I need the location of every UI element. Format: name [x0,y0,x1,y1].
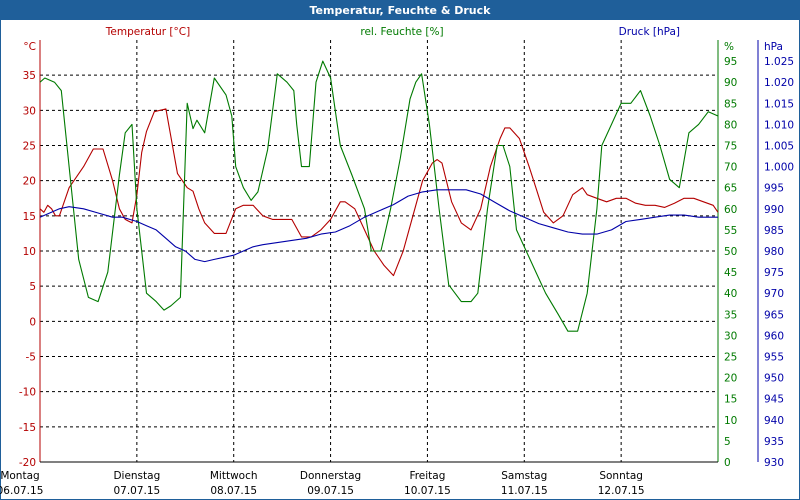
pressure-tick-label: 970 [764,288,784,300]
temperature-tick-label: -5 [26,352,36,364]
humidity-tick-label: 95 [724,56,737,68]
humidity-tick-label: 25 [724,352,737,364]
pressure-tick-label: 1.010 [764,119,794,131]
x-tick-day-label: Donnerstag [300,470,361,482]
temperature-tick-label: 25 [23,141,36,153]
humidity-tick-label: 75 [724,141,737,153]
series-line-druck [39,189,718,263]
humidity-tick-label: 0 [724,457,731,469]
temperature-tick-label: 15 [23,211,36,223]
pressure-tick-label: 945 [764,394,784,406]
x-tick-day-label: Montag [0,470,39,482]
temperature-tick-label: 0 [29,316,36,328]
temperature-tick-label: 10 [23,246,36,258]
pressure-tick-label: 1.000 [764,162,794,174]
humidity-tick-label: 20 [724,373,737,385]
x-tick-date-label: 12.07.15 [598,485,645,497]
temperature-tick-label: 20 [23,176,36,188]
x-tick-day-label: Dienstag [113,470,160,482]
humidity-tick-label: 15 [724,394,737,406]
x-tick-date-label: 10.07.15 [404,485,451,497]
humidity-tick-label: 45 [724,267,737,279]
chart-title: Temperatur, Feuchte & Druck [1,1,799,20]
pressure-tick-label: 960 [764,330,784,342]
pressure-tick-label: 965 [764,309,784,321]
temperature-tick-label: -20 [19,457,36,469]
pressure-tick-label: 995 [764,183,784,195]
humidity-tick-label: 55 [724,225,737,237]
pressure-unit-label: hPa [764,41,783,53]
x-tick-day-label: Samstag [501,470,547,482]
pressure-tick-label: 1.020 [764,77,794,89]
temperature-tick-label: -15 [19,422,36,434]
humidity-tick-label: 70 [724,162,737,174]
pressure-tick-label: 1.025 [764,56,794,68]
humidity-tick-label: 40 [724,288,737,300]
pressure-tick-label: 940 [764,415,784,427]
humidity-tick-label: 85 [724,98,737,110]
pressure-tick-label: 1.005 [764,141,794,153]
humidity-unit-label: % [724,41,734,53]
humidity-tick-label: 30 [724,330,737,342]
pressure-tick-label: 930 [764,457,784,469]
x-tick-day-label: Mittwoch [210,470,258,482]
pressure-tick-label: 955 [764,352,784,364]
pressure-tick-label: 950 [764,373,784,385]
axis-lines [39,40,759,463]
humidity-tick-label: 80 [724,119,737,131]
pressure-tick-label: 985 [764,225,784,237]
pressure-tick-label: 980 [764,246,784,258]
pressure-tick-label: 975 [764,267,784,279]
temperature-tick-label: 5 [29,281,36,293]
humidity-tick-label: 10 [724,415,737,427]
humidity-tick-label: 35 [724,309,737,321]
pressure-tick-label: 990 [764,204,784,216]
pressure-tick-label: 1.015 [764,98,794,110]
temperature-legend-label: Temperatur [°C] [105,26,190,38]
x-tick-day-label: Freitag [409,470,445,482]
x-tick-date-label: 08.07.15 [210,485,257,497]
humidity-tick-label: 65 [724,183,737,195]
humidity-legend-label: rel. Feuchte [%] [360,26,443,38]
temperature-tick-label: -10 [19,387,36,399]
x-tick-date-label: 07.07.15 [113,485,160,497]
humidity-tick-label: 5 [724,436,731,448]
x-tick-date-label: 11.07.15 [501,485,548,497]
x-tick-date-label: 09.07.15 [307,485,354,497]
series-line-rel-feuchte [39,60,719,332]
temperature-tick-label: 35 [23,70,36,82]
humidity-tick-label: 90 [724,77,737,89]
pressure-tick-label: 935 [764,436,784,448]
temperature-unit-label: °C [23,41,36,53]
humidity-tick-label: 60 [724,204,737,216]
pressure-legend-label: Druck [hPa] [619,26,680,38]
series-lines [39,60,719,332]
temperature-tick-label: 30 [23,105,36,117]
humidity-tick-label: 50 [724,246,737,258]
axis-labels: -20 -15 -10 -5 0 5 10 15 20 25 30 35 °C 0 5 10 15 20 25 30 3… [0,26,794,497]
x-tick-day-label: Sonntag [599,470,643,482]
series-line-temperatur [39,108,719,277]
x-tick-date-label: 06.07.15 [0,485,43,497]
